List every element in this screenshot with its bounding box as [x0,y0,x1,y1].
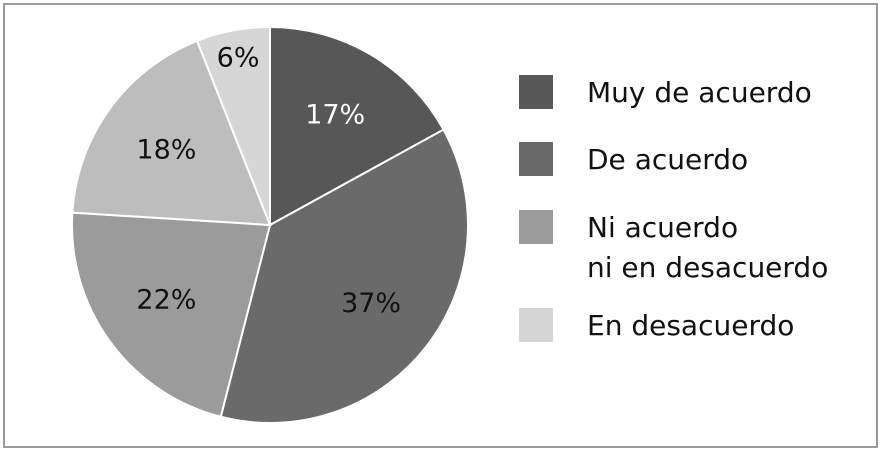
legend-swatch-3 [519,210,553,244]
legend-label-3-line-2: ni en desacuerdo [587,251,828,284]
slice-value-label-3: 22% [136,285,196,316]
slice-value-label-1: 17% [305,99,365,130]
slice-value-label-5: 6% [217,43,260,74]
slice-value-label-4: 18% [136,134,196,165]
legend-swatch-1 [519,75,553,109]
pie-slice-3 [71,211,272,418]
pie-slices [71,25,469,424]
pie-slice-labels: 17% 37% 22% 18% 6% [136,43,401,320]
pie-slice-5 [195,25,271,226]
pie-slice-2 [219,128,469,424]
legend-label-3-line-1: Ni acuerdo [587,211,738,244]
legend-swatch-2 [519,142,553,176]
slice-value-label-2: 37% [341,288,401,319]
pie-slice-1 [269,25,445,227]
legend: Muy de acuerdo De acuerdo Ni acuerdo ni en … [519,75,828,342]
legend-swatch-4 [519,308,553,342]
legend-label-2: De acuerdo [587,143,748,176]
legend-label-1: Muy de acuerdo [587,76,812,109]
pie-slice-4 [71,39,272,227]
legend-label-4: En desacuerdo [587,309,794,342]
